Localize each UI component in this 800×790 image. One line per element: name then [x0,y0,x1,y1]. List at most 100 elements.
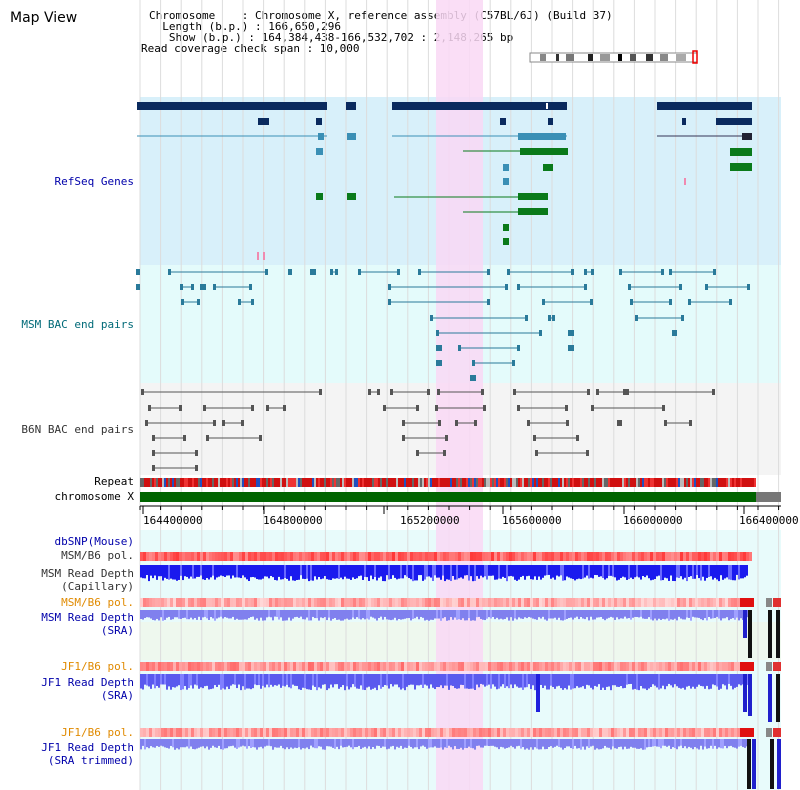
depth-bar [738,674,740,685]
depth-bar [184,565,186,577]
depth-bar [538,565,540,577]
depth-bar [496,565,498,580]
depth-spike [748,674,752,716]
label-msm-bac[interactable]: MSM BAC end pairs [21,318,134,331]
depth-bar [394,565,396,578]
depth-bar [692,565,694,579]
pol-cell [386,598,389,607]
msm-depth-capillary-track[interactable] [140,565,748,582]
repeat-mark [536,478,538,487]
pol-cell [212,728,215,737]
depth-bar [320,739,322,747]
pol-cell [740,598,754,607]
depth-bar [304,739,306,749]
repeat-mark [140,478,142,487]
depth-bar [240,610,242,620]
chromosome-info: Chromosome : Chromosome X, reference ass… [141,10,613,54]
repeat-mark [390,478,392,487]
pol-cell [218,662,221,671]
depth-bar [730,739,732,746]
depth-bar [282,610,284,621]
pol-cell [683,662,686,671]
b6n-bac-pairs-track[interactable] [141,389,715,471]
label-jf1-b6-pol-2[interactable]: JF1/B6 pol. [61,726,134,739]
chromosome-ideogram[interactable] [529,50,698,64]
repeat-mark [324,478,326,487]
depth-bar [588,739,590,748]
depth-bar [662,610,664,619]
label-b6n-bac[interactable]: B6N BAC end pairs [21,423,134,436]
depth-bar [320,565,322,580]
repeat-mark [492,478,494,487]
depth-bar [284,674,286,687]
gene-exon [543,164,553,171]
label-msm-depth-sra[interactable]: MSM Read Depth [41,611,134,624]
depth-bar [738,610,740,621]
label-jf1-depth-trim[interactable]: JF1 Read Depth [41,741,134,754]
pol-cell [245,552,248,561]
depth-bar [214,565,216,580]
depth-bar [552,610,554,619]
pol-cell [575,598,578,607]
depth-bar [214,610,216,621]
label-msm-b6-pol-1[interactable]: MSM/B6 pol. [61,549,134,562]
msm-b6-pol-track-1[interactable] [140,552,752,561]
bac-end-marker [481,389,484,395]
depth-bar [140,739,142,750]
pol-cell [443,662,446,671]
depth-bar [220,610,222,617]
pol-cell [482,552,485,561]
depth-bar [578,610,580,620]
depth-bar [458,739,460,749]
depth-bar [306,739,308,748]
depth-bar [276,674,278,686]
depth-bar [654,610,656,619]
depth-bar [362,610,364,619]
jf1-b6-pol-track-2[interactable] [140,728,781,737]
depth-bar [278,739,280,748]
msm-bac-pairs-track[interactable] [136,269,750,381]
pol-cell [584,552,587,561]
repeat-mark [370,478,372,487]
label-dbsnp[interactable]: dbSNP(Mouse) [54,535,134,548]
bac-end-marker [145,420,148,426]
chromosome-bar[interactable] [140,492,756,502]
label-jf1-depth-sra[interactable]: JF1 Read Depth [41,676,134,689]
repeat-mark [402,478,404,487]
label-chromosome[interactable]: chromosome X [54,490,134,503]
pol-cell [320,728,323,737]
pol-cell [488,728,491,737]
pol-cell [587,662,590,671]
depth-bar [336,674,338,685]
jf1-depth-trimmed-track[interactable] [140,739,781,789]
label-repeat[interactable]: Repeat [94,475,134,488]
label-refseq-genes[interactable]: RefSeq Genes [54,175,134,188]
label-jf1-b6-pol-1[interactable]: JF1/B6 pol. [61,660,134,673]
msm-depth-sra-track[interactable] [140,610,780,658]
bac-end-marker [418,269,421,275]
depth-bar [194,739,196,750]
depth-bar [452,739,454,750]
msm-b6-pol-track-2[interactable] [140,598,781,607]
depth-bar [232,739,234,746]
depth-bar [592,610,594,620]
pol-cell [320,662,323,671]
pol-cell [236,728,239,737]
depth-bar [342,610,344,621]
depth-bar [426,610,428,620]
jf1-depth-sra-track[interactable] [140,674,780,722]
depth-bar [218,565,220,577]
depth-bar [394,739,396,750]
jf1-b6-pol-track-1[interactable] [140,662,781,671]
repeat-track[interactable] [140,478,756,487]
label-msm-depth-cap[interactable]: MSM Read Depth [41,567,134,580]
depth-bar [630,565,632,578]
label-msm-b6-pol-2[interactable]: MSM/B6 pol. [61,596,134,609]
depth-bar [396,674,398,685]
depth-bar [414,565,416,581]
refseq-genes-track[interactable] [137,102,752,260]
pol-cell [281,598,284,607]
pol-cell [704,662,707,671]
depth-bar [140,674,142,689]
